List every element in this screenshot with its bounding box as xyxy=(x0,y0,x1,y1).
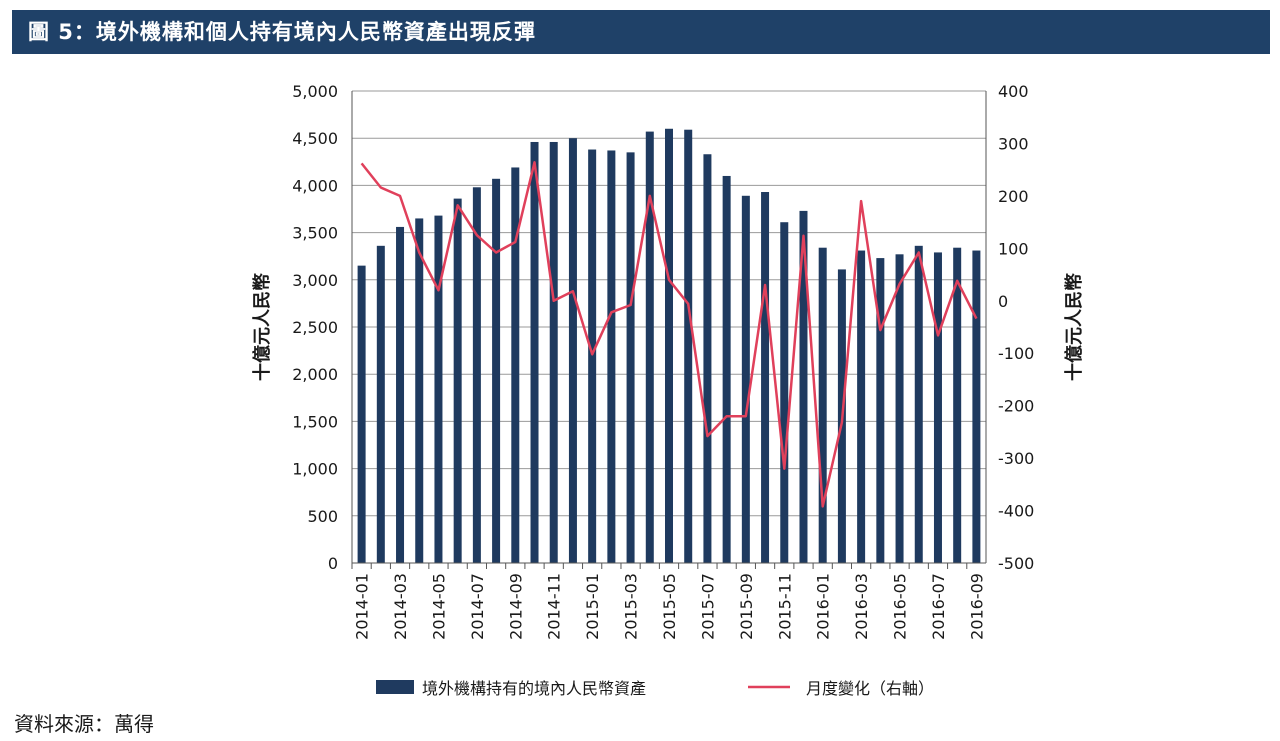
bar xyxy=(895,254,904,563)
legend-label-bar: 境外機構持有的境內人民幣資產 xyxy=(422,679,646,698)
bar xyxy=(914,245,923,564)
y-left-tick-label: 4,000 xyxy=(292,176,338,195)
x-tick-label: 2016-07 xyxy=(929,573,948,640)
x-tick-label: 2015-01 xyxy=(583,573,602,640)
x-tick-label: 2015-07 xyxy=(698,573,717,640)
bar xyxy=(568,138,577,563)
legend-label-line: 月度變化（右軸） xyxy=(806,679,934,698)
y-right-tick-label: -300 xyxy=(998,449,1034,468)
y-right-axis-title: 十億元人民幣 xyxy=(1063,273,1085,381)
x-tick-label: 2014-11 xyxy=(545,573,564,640)
y-left-tick-label: 500 xyxy=(307,507,338,526)
x-tick-label: 2015-05 xyxy=(660,573,679,640)
bar xyxy=(933,252,942,563)
bar xyxy=(665,128,673,563)
bar xyxy=(415,218,424,563)
x-tick-label: 2015-09 xyxy=(737,573,756,640)
bar xyxy=(453,198,462,563)
line-series xyxy=(360,161,978,508)
y-right-tick-label: 400 xyxy=(998,82,1029,101)
bar xyxy=(645,131,654,564)
y-left-axis-title: 十億元人民幣 xyxy=(251,273,273,381)
y-right-tick-label: 300 xyxy=(998,134,1029,153)
legend: 境外機構持有的境內人民幣資產 月度變化（右軸） xyxy=(376,679,934,698)
bar xyxy=(588,149,597,563)
bar xyxy=(876,258,885,563)
y-left-tick-label: 5,000 xyxy=(292,82,338,101)
y-right-tick-label: -500 xyxy=(998,554,1034,573)
bar xyxy=(626,152,635,564)
y-left-tick-label: 0 xyxy=(328,554,338,573)
bar-series xyxy=(357,128,981,564)
bar xyxy=(511,167,520,564)
bar xyxy=(607,150,616,564)
x-tick-label: 2014-03 xyxy=(391,573,410,640)
y-left-tick-label: 2,000 xyxy=(292,365,338,384)
x-tick-label: 2014-01 xyxy=(353,573,372,640)
x-tick-label: 2015-03 xyxy=(622,573,641,640)
x-tick-label: 2014-05 xyxy=(429,573,448,640)
bar xyxy=(703,154,712,564)
y-left-tick-label: 1,000 xyxy=(292,460,338,479)
bar xyxy=(396,226,405,563)
x-tick-label: 2016-09 xyxy=(967,573,986,640)
bar xyxy=(818,247,827,564)
bar xyxy=(530,141,539,563)
y-left-tick-label: 2,500 xyxy=(292,318,338,337)
bar xyxy=(972,250,981,563)
bar xyxy=(684,129,693,564)
bar xyxy=(357,265,366,563)
y-right-tick-label: 200 xyxy=(998,187,1029,206)
x-tick-label: 2015-11 xyxy=(775,573,794,640)
bar xyxy=(722,175,731,563)
source-note: 資料來源：萬得 xyxy=(14,712,154,736)
bar xyxy=(741,195,750,563)
bar xyxy=(434,215,443,563)
x-tick-label: 2014-09 xyxy=(506,573,525,640)
legend-swatch-bar xyxy=(376,680,414,694)
y-left-tick-label: 4,500 xyxy=(292,129,338,148)
y-left-tick-label: 1,500 xyxy=(292,412,338,431)
x-tick-label: 2016-03 xyxy=(852,573,871,640)
y-left-tick-label: 3,500 xyxy=(292,224,338,243)
bar xyxy=(780,222,789,563)
x-tick-label: 2016-05 xyxy=(891,573,910,640)
bar xyxy=(799,210,808,563)
axes: 0 500 1,000 1,500 2,000 2,500 3,000 3,500 4,000 4… xyxy=(251,82,1085,640)
bar xyxy=(376,245,385,564)
figure-title: 圖 5：境外機構和個人持有境內人民幣資產出現反彈 xyxy=(12,10,1270,54)
y-left-tick-label: 3,000 xyxy=(292,271,338,290)
x-tick-label: 2016-01 xyxy=(814,573,833,640)
x-tick-label: 2014-07 xyxy=(468,573,487,640)
y-right-tick-label: 100 xyxy=(998,239,1029,258)
monthly-change-line xyxy=(360,161,978,508)
bar xyxy=(549,141,558,563)
y-right-tick-label: -100 xyxy=(998,344,1034,363)
bar xyxy=(472,187,481,563)
bar xyxy=(761,192,770,563)
y-right-tick-label: -200 xyxy=(998,397,1034,416)
y-right-tick-label: 0 xyxy=(998,292,1008,311)
bar xyxy=(953,247,962,564)
bar xyxy=(492,178,501,564)
y-right-tick-label: -400 xyxy=(998,502,1034,521)
bar xyxy=(857,250,866,563)
